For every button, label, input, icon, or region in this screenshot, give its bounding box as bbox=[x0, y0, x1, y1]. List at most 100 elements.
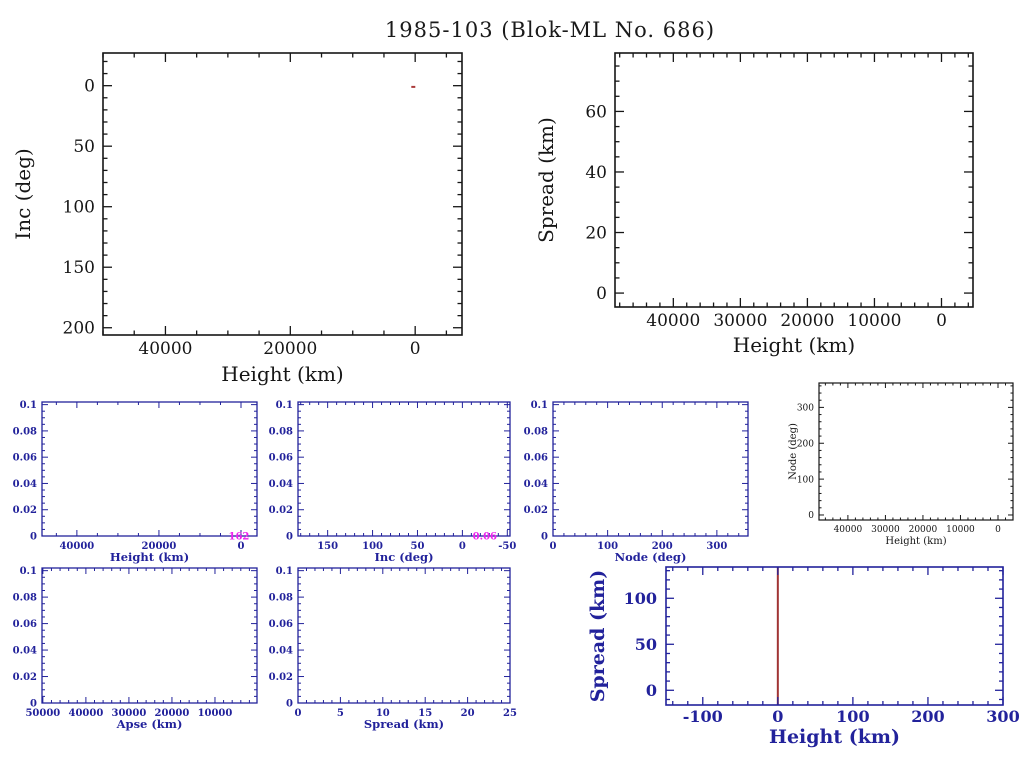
y-tick-label: 40 bbox=[585, 163, 607, 183]
figure-title: 1985-103 (Blok-ML No. 686) bbox=[384, 18, 716, 42]
y-tick-label: 0 bbox=[541, 532, 548, 543]
y-tick-label: 0.1 bbox=[20, 566, 37, 577]
x-tick-label: 300 bbox=[986, 707, 1019, 726]
x-tick-label: 0 bbox=[295, 708, 302, 719]
y-tick-label: 0.02 bbox=[269, 672, 293, 683]
x-tick-label: 30000 bbox=[112, 708, 147, 719]
y-tick-label: 60 bbox=[585, 102, 607, 122]
y-tick-label: 100 bbox=[63, 198, 95, 218]
panel-hist-apse: 50000 40000 30000 20000 10000 0 0.02 0.04 0.06 0.… bbox=[13, 566, 258, 731]
y-tick-label: 0 bbox=[30, 532, 37, 543]
hist-apse-frame bbox=[41, 567, 258, 704]
x-tick-label: 0 bbox=[238, 541, 245, 552]
x-axis-label: Height (km) bbox=[110, 550, 189, 564]
y-tick-label: 0.1 bbox=[20, 400, 37, 411]
x-tick-label: 10000 bbox=[847, 311, 901, 331]
y-tick-label: 0.04 bbox=[13, 479, 37, 490]
y-tick-label: 0 bbox=[596, 284, 607, 304]
x-tick-label: 40000 bbox=[59, 541, 94, 552]
x-tick-label: 20000 bbox=[909, 525, 938, 535]
x-tick-label: 300 bbox=[706, 541, 727, 552]
y-tick-label: 0.02 bbox=[13, 672, 37, 683]
x-tick-label: 20 bbox=[461, 708, 475, 719]
y-tick-label: 200 bbox=[63, 319, 95, 339]
y-axis-label: Spread (km) bbox=[587, 570, 609, 703]
spread-vs-height-zoom-frame bbox=[665, 566, 1004, 706]
x-tick-label: 40000 bbox=[834, 525, 863, 535]
y-tick-label: 200 bbox=[797, 439, 814, 449]
y-tick-label: 0.08 bbox=[13, 426, 37, 437]
y-tick-label: 0.08 bbox=[269, 593, 293, 604]
y-tick-label: 100 bbox=[797, 475, 814, 485]
y-tick-label: 0.06 bbox=[13, 453, 37, 464]
y-tick-label: 0.02 bbox=[269, 505, 293, 516]
y-tick-label: 0.04 bbox=[13, 646, 37, 657]
y-tick-label: 0 bbox=[30, 699, 37, 710]
y-tick-label: 0.02 bbox=[13, 505, 37, 516]
x-tick-label: 40000 bbox=[138, 339, 192, 359]
x-tick-label: 40000 bbox=[68, 708, 103, 719]
y-tick-label: 0.08 bbox=[524, 426, 548, 437]
x-tick-label: 150 bbox=[317, 541, 338, 552]
x-axis-label: Height (km) bbox=[885, 536, 946, 547]
value-annotation: 162 bbox=[229, 532, 250, 543]
hist-inc-frame bbox=[297, 401, 511, 537]
spread-vs-height-frame bbox=[614, 52, 974, 308]
y-tick-label: 0 bbox=[84, 77, 95, 97]
x-axis-label: Inc (deg) bbox=[374, 550, 433, 564]
x-tick-label: 0 bbox=[550, 541, 557, 552]
x-tick-label: 5 bbox=[337, 708, 344, 719]
x-axis-label: Spread (km) bbox=[364, 717, 444, 731]
y-tick-label: 0 bbox=[286, 699, 293, 710]
y-tick-label: 0.04 bbox=[269, 646, 293, 657]
x-tick-label: 20000 bbox=[263, 339, 317, 359]
hist-node-frame bbox=[552, 401, 749, 537]
y-tick-label: 300 bbox=[797, 404, 814, 414]
x-tick-label: 200 bbox=[911, 707, 944, 726]
x-tick-label: 0 bbox=[410, 339, 421, 359]
hist-spread-frame bbox=[297, 567, 511, 704]
y-tick-label: 0.06 bbox=[269, 453, 293, 464]
panel-spread-vs-height: 40000 30000 20000 10000 0 0 20 40 60 Height (km) S… bbox=[534, 52, 974, 357]
x-tick-label: 50 bbox=[411, 541, 425, 552]
y-tick-label: 0.06 bbox=[524, 453, 548, 464]
x-tick-label: -100 bbox=[683, 707, 723, 726]
y-axis-label: Inc (deg) bbox=[11, 148, 35, 239]
y-tick-label: 0.08 bbox=[269, 426, 293, 437]
x-tick-label: 0 bbox=[772, 707, 783, 726]
y-tick-label: 0.08 bbox=[13, 593, 37, 604]
y-tick-label: 0.06 bbox=[269, 619, 293, 630]
x-tick-label: 0 bbox=[995, 525, 1001, 535]
x-tick-label: 10000 bbox=[946, 525, 975, 535]
y-tick-label: 20 bbox=[585, 223, 607, 243]
y-tick-label: 0 bbox=[646, 681, 657, 700]
x-tick-label: 30000 bbox=[871, 525, 900, 535]
panel-hist-inc: 150 100 50 0 -50 0 0.02 0.04 0.06 0.08 0.1 Inc (deg… bbox=[269, 400, 517, 564]
x-tick-label: 50000 bbox=[25, 708, 60, 719]
x-tick-label: 100 bbox=[362, 541, 383, 552]
panel-hist-node: 0 100 200 300 0 0.02 0.04 0.06 0.08 0.1 Node (deg) bbox=[524, 400, 749, 564]
y-axis-label: Spread (km) bbox=[534, 117, 558, 243]
x-axis-label: Apse (km) bbox=[116, 717, 183, 731]
x-tick-label: 100 bbox=[836, 707, 869, 726]
y-tick-label: 150 bbox=[63, 258, 95, 278]
y-tick-label: 0.1 bbox=[276, 400, 293, 411]
x-tick-label: 20000 bbox=[155, 708, 190, 719]
y-tick-label: 50 bbox=[635, 635, 657, 654]
x-tick-label: 25 bbox=[503, 708, 517, 719]
y-tick-label: 0.06 bbox=[13, 619, 37, 630]
y-tick-label: 100 bbox=[624, 589, 657, 608]
y-tick-label: 0.02 bbox=[524, 505, 548, 516]
x-axis-label: Height (km) bbox=[733, 333, 855, 357]
x-tick-label: 0 bbox=[936, 311, 947, 331]
x-tick-label: 0 bbox=[459, 541, 466, 552]
panel-hist-height: 40000 20000 0 0 0.02 0.04 0.06 0.08 0.1 Height (k… bbox=[13, 400, 258, 564]
y-tick-label: 0.1 bbox=[531, 400, 548, 411]
panel-inc-vs-height: 40000 20000 0 0 50 100 150 200 Height (km) Inc (d… bbox=[11, 52, 463, 386]
inc-vs-height-frame bbox=[102, 52, 463, 336]
hist-height-frame bbox=[41, 401, 258, 537]
y-tick-label: 0 bbox=[808, 511, 814, 521]
x-axis-label: Height (km) bbox=[221, 362, 343, 386]
